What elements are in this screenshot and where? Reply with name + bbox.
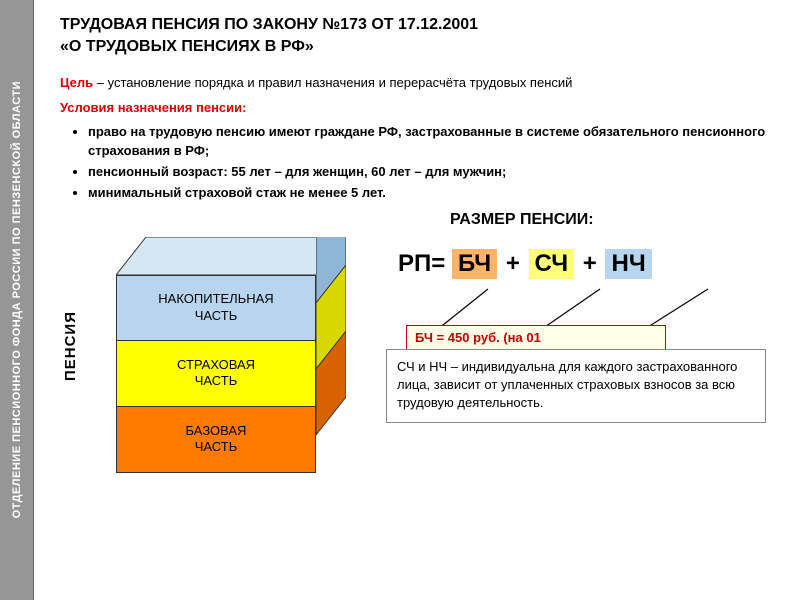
cube-side-faces: [316, 237, 346, 473]
sidebar-org-text: ОТДЕЛЕНИЕ ПЕНСИОННОГО ФОНДА РОССИИ ПО ПЕ…: [11, 81, 23, 518]
formula-rp: РП: [398, 250, 431, 277]
main-content: ТРУДОВАЯ ПЕНСИЯ ПО ЗАКОНУ №173 ОТ 17.12.…: [34, 0, 800, 600]
pension-size-title: РАЗМЕР ПЕНСИИ:: [380, 211, 800, 229]
goal-line: Цель – установление порядка и правил наз…: [60, 75, 778, 90]
cube-front-layers: НАКОПИТЕЛЬНАЯ ЧАСТЬ СТРАХОВАЯ ЧАСТЬ БАЗО…: [116, 275, 316, 473]
formula-eq: =: [431, 250, 445, 277]
sch-nch-note-box: СЧ и НЧ – индивидуальна для каждого заст…: [386, 349, 766, 424]
conditions-list: право на трудовую пенсию имеют граждане …: [60, 123, 778, 202]
layer-label: БАЗОВАЯ ЧАСТЬ: [186, 423, 247, 456]
callout-area: БЧ = 450 руб. (на 01 СЧ и НЧ – индивидуа…: [380, 287, 800, 467]
cube-layer-accumulative: НАКОПИТЕЛЬНАЯ ЧАСТЬ: [116, 275, 316, 341]
cube-top-face: [116, 237, 346, 275]
layer-label: НАКОПИТЕЛЬНАЯ ЧАСТЬ: [158, 291, 273, 324]
cube-layer-base: БАЗОВАЯ ЧАСТЬ: [116, 407, 316, 473]
page-title: ТРУДОВАЯ ПЕНСИЯ ПО ЗАКОНУ №173 ОТ 17.12.…: [60, 14, 778, 57]
conditions-title: Условия назначения пенсии:: [60, 100, 778, 115]
list-item: пенсионный возраст: 55 лет – для женщин,…: [88, 163, 778, 182]
bch-value-box: БЧ = 450 руб. (на 01: [406, 325, 666, 350]
formula-nch: НЧ: [605, 249, 651, 279]
goal-text: – установление порядка и правил назначен…: [93, 75, 572, 90]
formula-panel: РАЗМЕР ПЕНСИИ: РП= БЧ + СЧ + НЧ БЧ =: [380, 211, 800, 467]
formula-plus-2: +: [581, 250, 599, 277]
pension-formula: РП= БЧ + СЧ + НЧ: [380, 249, 800, 279]
formula-sch: СЧ: [529, 249, 575, 279]
title-line-1: ТРУДОВАЯ ПЕНСИЯ ПО ЗАКОНУ №173 ОТ 17.12.…: [60, 16, 478, 33]
title-line-2: «О ТРУДОВЫХ ПЕНСИЯХ В РФ»: [60, 38, 314, 55]
list-item: право на трудовую пенсию имеют граждане …: [88, 123, 778, 161]
cube-layer-insurance: СТРАХОВАЯ ЧАСТЬ: [116, 341, 316, 407]
list-item: минимальный страховой стаж не менее 5 ле…: [88, 184, 778, 203]
sidebar-org-band: ОТДЕЛЕНИЕ ПЕНСИОННОГО ФОНДА РОССИИ ПО ПЕ…: [0, 0, 34, 600]
pension-vertical-label: ПЕНСИЯ: [62, 311, 79, 381]
layer-label: СТРАХОВАЯ ЧАСТЬ: [177, 357, 255, 390]
formula-bch: БЧ: [452, 249, 497, 279]
goal-label: Цель: [60, 75, 93, 90]
lower-section: ПЕНСИЯ НАКОПИТЕЛЬНАЯ ЧАСТЬ: [60, 219, 778, 539]
formula-plus-1: +: [504, 250, 522, 277]
